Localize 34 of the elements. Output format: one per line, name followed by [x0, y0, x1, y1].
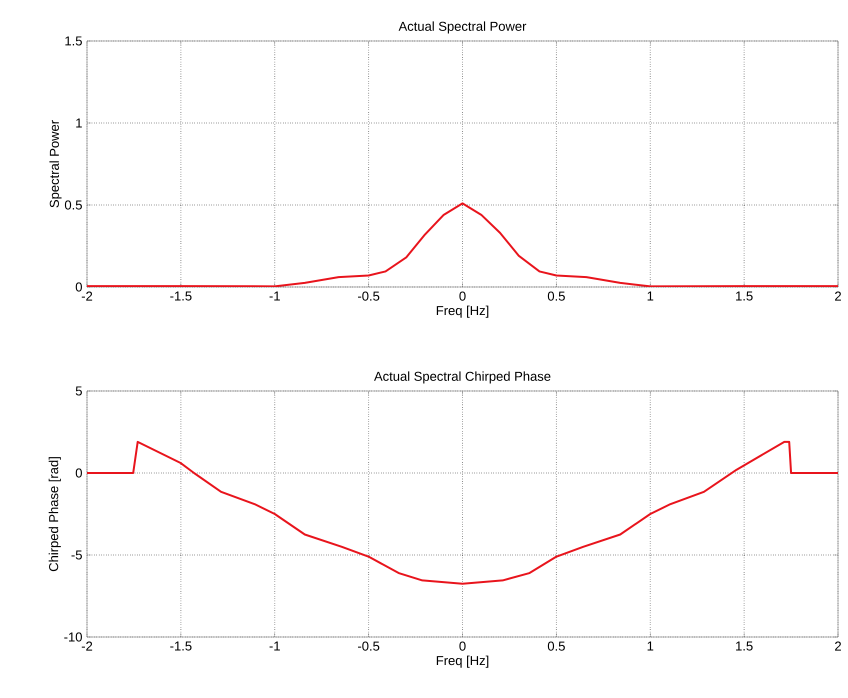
x-tick-label: 0.5 [548, 642, 565, 651]
x-axis-title: Freq [Hz] [436, 306, 488, 318]
line-series [87, 202, 838, 287]
x-tick-label: 1 [648, 292, 654, 300]
x-tick-label: -0.5 [358, 292, 380, 301]
y-tick-label: 5 [76, 386, 82, 396]
x-axis-title: Freq [Hz] [436, 656, 488, 668]
x-tick-label: 0 [459, 642, 466, 651]
y-tick-label: -10 [64, 632, 82, 642]
x-tick-label: -1.5 [170, 292, 192, 301]
x-tick-label: 0 [459, 292, 466, 301]
x-tick-label: -1.5 [170, 642, 192, 651]
y-tick-label: 1.5 [65, 36, 82, 46]
y-tick-label: 0 [76, 468, 82, 478]
x-tick-label: 1.5 [736, 292, 753, 301]
chart-title: Actual Spectral Chirped Phase [374, 371, 550, 384]
y-axis-title: Spectral Power [49, 120, 62, 208]
y-tick-label: 1 [76, 118, 82, 128]
y-axis-title: Chirped Phase [rad] [48, 457, 61, 572]
x-tick-label: -2 [82, 642, 92, 651]
x-tick-label: 1.5 [736, 642, 753, 651]
line-series [87, 440, 838, 585]
y-tick-label: 0 [76, 282, 82, 292]
y-tick-label: -5 [71, 550, 82, 560]
y-tick-label: 0.5 [64, 200, 82, 210]
x-tick-label: -1 [270, 292, 280, 300]
x-tick-label: -0.5 [358, 642, 380, 651]
x-tick-label: 1 [648, 642, 654, 650]
x-tick-label: -1 [270, 642, 280, 650]
x-tick-label: 2 [835, 292, 841, 301]
x-tick-label: 0.5 [548, 292, 565, 301]
x-tick-label: -2 [82, 292, 92, 301]
chart-title: Actual Spectral Power [398, 21, 526, 34]
x-tick-label: 2 [835, 642, 841, 651]
